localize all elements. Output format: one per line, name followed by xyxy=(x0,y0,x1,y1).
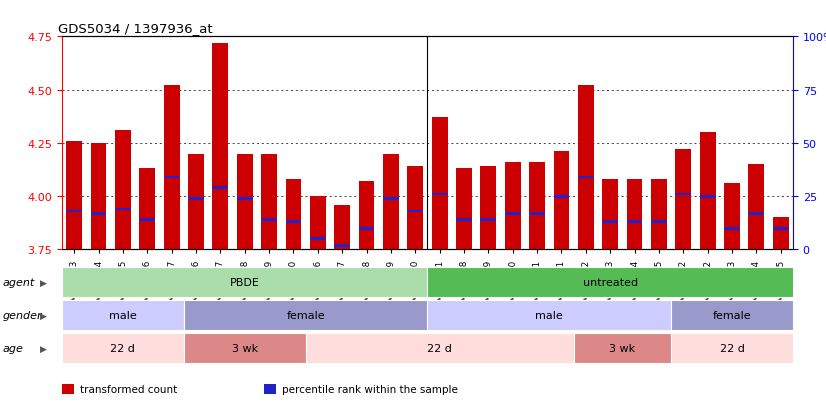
Text: age: age xyxy=(2,343,23,354)
Bar xyxy=(456,169,472,250)
Bar xyxy=(553,152,569,250)
Bar xyxy=(237,197,253,200)
Bar xyxy=(212,43,228,250)
Bar xyxy=(748,212,764,215)
Bar xyxy=(164,176,179,179)
Bar xyxy=(700,195,715,198)
Bar xyxy=(310,197,325,250)
Bar xyxy=(456,219,472,221)
Bar xyxy=(407,167,423,250)
Text: 3 wk: 3 wk xyxy=(610,343,635,354)
Bar xyxy=(748,165,764,250)
Bar xyxy=(286,180,301,250)
Bar xyxy=(651,221,667,223)
Bar xyxy=(383,197,399,200)
Bar xyxy=(407,210,423,213)
Bar xyxy=(602,221,618,223)
Bar xyxy=(529,163,545,250)
Text: 22 d: 22 d xyxy=(427,343,452,354)
Bar xyxy=(335,205,350,250)
Bar xyxy=(676,150,691,250)
Text: male: male xyxy=(535,310,563,320)
Bar xyxy=(481,167,496,250)
Text: transformed count: transformed count xyxy=(80,384,178,394)
Bar xyxy=(602,180,618,250)
Bar xyxy=(212,187,228,190)
Bar xyxy=(432,118,448,250)
Text: female: female xyxy=(287,310,325,320)
Bar xyxy=(66,210,82,213)
Bar xyxy=(91,144,107,250)
Bar xyxy=(773,227,789,230)
Bar xyxy=(432,193,448,196)
Text: ▶: ▶ xyxy=(40,344,46,353)
Bar xyxy=(578,86,594,250)
Text: PBDE: PBDE xyxy=(230,277,259,287)
Bar xyxy=(627,180,643,250)
Text: GDS5034 / 1397936_at: GDS5034 / 1397936_at xyxy=(59,21,213,35)
Text: 22 d: 22 d xyxy=(719,343,744,354)
Bar xyxy=(335,244,350,247)
Bar xyxy=(115,131,131,250)
Bar xyxy=(529,212,545,215)
Bar xyxy=(140,219,155,221)
Bar xyxy=(651,180,667,250)
Bar xyxy=(578,176,594,179)
Bar xyxy=(164,86,179,250)
Bar xyxy=(115,208,131,211)
Bar xyxy=(700,133,715,250)
Text: percentile rank within the sample: percentile rank within the sample xyxy=(282,384,458,394)
Bar xyxy=(481,219,496,221)
Text: male: male xyxy=(109,310,137,320)
Text: ▶: ▶ xyxy=(40,311,46,320)
Bar xyxy=(188,154,204,250)
Bar xyxy=(627,221,643,223)
Bar xyxy=(505,163,520,250)
Bar xyxy=(261,154,277,250)
Bar xyxy=(724,184,740,250)
Bar xyxy=(773,218,789,250)
Text: 22 d: 22 d xyxy=(111,343,135,354)
Bar xyxy=(237,154,253,250)
Bar xyxy=(140,169,155,250)
Bar xyxy=(724,227,740,230)
Bar xyxy=(553,195,569,198)
Text: ▶: ▶ xyxy=(40,278,46,287)
Text: agent: agent xyxy=(2,277,35,287)
Bar xyxy=(310,238,325,241)
Text: gender: gender xyxy=(2,310,42,320)
Bar xyxy=(286,221,301,223)
Bar xyxy=(358,182,374,250)
Bar xyxy=(358,227,374,230)
Bar xyxy=(676,193,691,196)
Bar xyxy=(505,212,520,215)
Text: 3 wk: 3 wk xyxy=(231,343,258,354)
Bar xyxy=(383,154,399,250)
Bar xyxy=(66,141,82,250)
Bar xyxy=(188,197,204,200)
Text: female: female xyxy=(713,310,752,320)
Text: untreated: untreated xyxy=(582,277,638,287)
Bar xyxy=(91,212,107,215)
Bar xyxy=(261,219,277,221)
